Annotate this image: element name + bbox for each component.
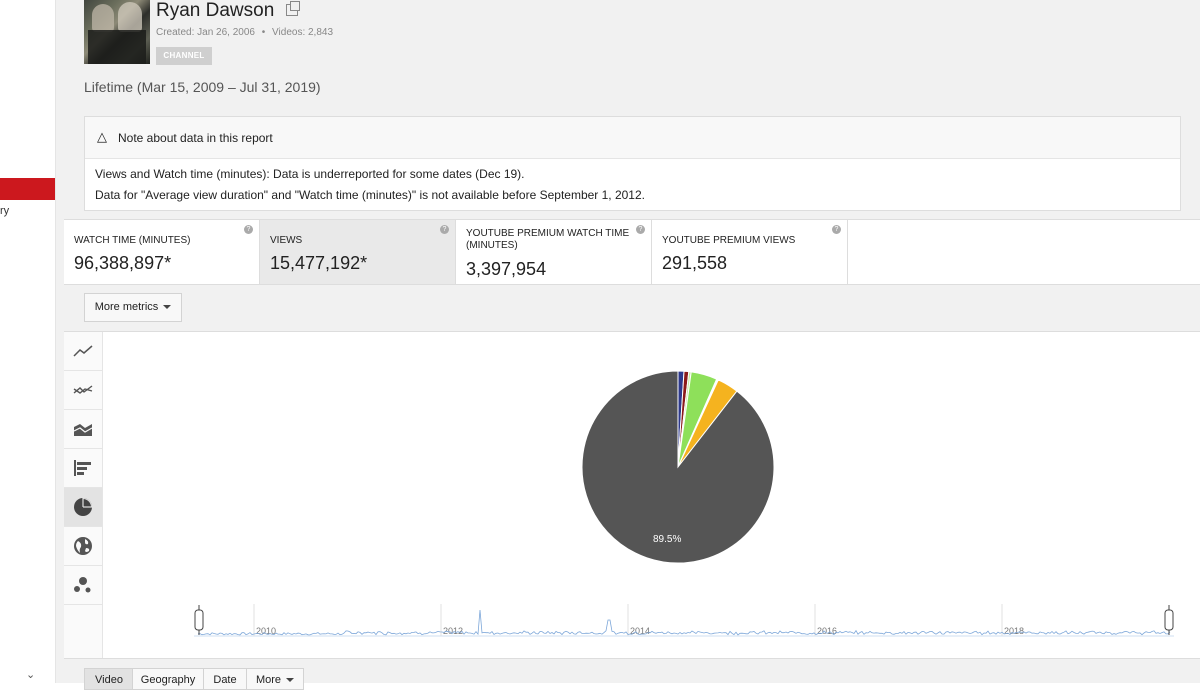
left-navigation-rail: ry ⌄	[0, 0, 56, 683]
metric-views[interactable]: VIEWS 15,477,192* ?	[260, 220, 456, 284]
metric-premium-watch-time[interactable]: YOUTUBE PREMIUM WATCH TIME (MINUTES) 3,3…	[456, 220, 652, 284]
multi-line-chart-button[interactable]	[64, 371, 102, 410]
timeline-start-handle[interactable]	[194, 609, 204, 631]
timeline-year-label: 2010	[256, 626, 276, 636]
multi-line-chart-icon	[73, 385, 93, 394]
chart-type-toolbar	[64, 332, 103, 658]
more-metrics-label: More metrics	[94, 301, 159, 313]
metric-premium-views[interactable]: YOUTUBE PREMIUM VIEWS 291,558 ?	[652, 220, 848, 284]
chevron-down-icon[interactable]: ⌄	[26, 669, 36, 681]
caret-down-icon	[163, 305, 172, 310]
pie-chart[interactable]: 89.5%	[106, 332, 1196, 602]
meta-separator: •	[261, 27, 266, 38]
line-chart-icon	[73, 345, 93, 357]
warning-icon: △	[97, 129, 107, 144]
help-icon[interactable]: ?	[440, 225, 449, 234]
metric-label: YOUTUBE PREMIUM VIEWS	[662, 235, 796, 246]
channel-name[interactable]: Ryan Dawson	[156, 0, 275, 21]
metric-label: VIEWS	[270, 235, 303, 246]
timeline-year-label: 2014	[630, 626, 650, 636]
timeline-year-label: 2016	[817, 626, 837, 636]
stacked-area-chart-button[interactable]	[64, 410, 102, 449]
pie-chart-icon	[74, 498, 92, 516]
note-line-1: Views and Watch time (minutes): Data is …	[95, 167, 525, 181]
timeline-end-handle[interactable]	[1164, 609, 1174, 631]
tab-more[interactable]: More	[246, 668, 304, 690]
help-icon[interactable]: ?	[636, 225, 645, 234]
metric-cards: WATCH TIME (MINUTES) 96,388,897* ? VIEWS…	[64, 219, 1200, 285]
tab-more-label: More	[255, 674, 282, 686]
note-title: Note about data in this report	[118, 131, 273, 145]
note-header: △ Note about data in this report	[85, 117, 1180, 159]
date-range-label: Lifetime (Mar 15, 2009 – Jul 31, 2019)	[84, 79, 321, 95]
help-icon[interactable]: ?	[244, 225, 253, 234]
analytics-main-panel: Ryan Dawson Created: Jan 26, 2006 • Vide…	[56, 0, 1200, 690]
bubble-chart-button[interactable]	[64, 566, 102, 605]
tab-date[interactable]: Date	[203, 668, 247, 690]
note-line-2: Data for "Average view duration" and "Wa…	[95, 188, 645, 202]
channel-badge: CHANNEL	[156, 47, 212, 65]
pie-chart-button[interactable]	[64, 488, 102, 527]
metric-value: 3,397,954	[466, 259, 547, 279]
timeline-year-label: 2018	[1004, 626, 1024, 636]
metric-label: YOUTUBE PREMIUM WATCH TIME (MINUTES)	[466, 228, 630, 251]
map-chart-button[interactable]	[64, 527, 102, 566]
caret-down-icon	[286, 678, 295, 683]
tab-video[interactable]: Video	[84, 668, 134, 690]
stacked-area-icon	[73, 424, 93, 436]
metric-value: 291,558	[662, 253, 728, 273]
report-note-box: △ Note about data in this report Views a…	[84, 116, 1181, 211]
external-link-icon[interactable]	[286, 1, 300, 16]
channel-created: Created: Jan 26, 2006	[156, 27, 255, 38]
channel-meta: Created: Jan 26, 2006 • Videos: 2,843	[156, 27, 333, 38]
timeline-sparkline	[197, 609, 1171, 636]
nav-item-partial-label[interactable]: ry	[0, 205, 10, 217]
bar-chart-icon	[74, 460, 91, 476]
metric-value: 96,388,897*	[74, 253, 172, 273]
timeline-year-label: 2012	[443, 626, 463, 636]
channel-video-count: Videos: 2,843	[272, 27, 334, 38]
active-nav-item[interactable]	[0, 178, 55, 200]
channel-avatar	[84, 0, 150, 64]
bar-chart-button[interactable]	[64, 449, 102, 488]
bubble-chart-icon	[74, 577, 91, 593]
pie-slice[interactable]	[581, 370, 775, 564]
timeline-range-selector[interactable]: 2010 2012 2014 2016 2018	[194, 604, 1174, 640]
metric-value: 15,477,192*	[270, 253, 368, 273]
help-icon[interactable]: ?	[832, 225, 841, 234]
globe-icon	[74, 537, 92, 555]
tab-geography[interactable]: Geography	[132, 668, 204, 690]
metric-label: WATCH TIME (MINUTES)	[74, 235, 191, 246]
pie-slice-label: 89.5%	[653, 534, 681, 545]
metric-watch-time[interactable]: WATCH TIME (MINUTES) 96,388,897* ?	[64, 220, 260, 284]
line-chart-button[interactable]	[64, 332, 102, 371]
more-metrics-button[interactable]: More metrics	[84, 293, 182, 322]
chart-area: 89.5% 2010 2012 2014 2016 2018	[64, 331, 1200, 659]
